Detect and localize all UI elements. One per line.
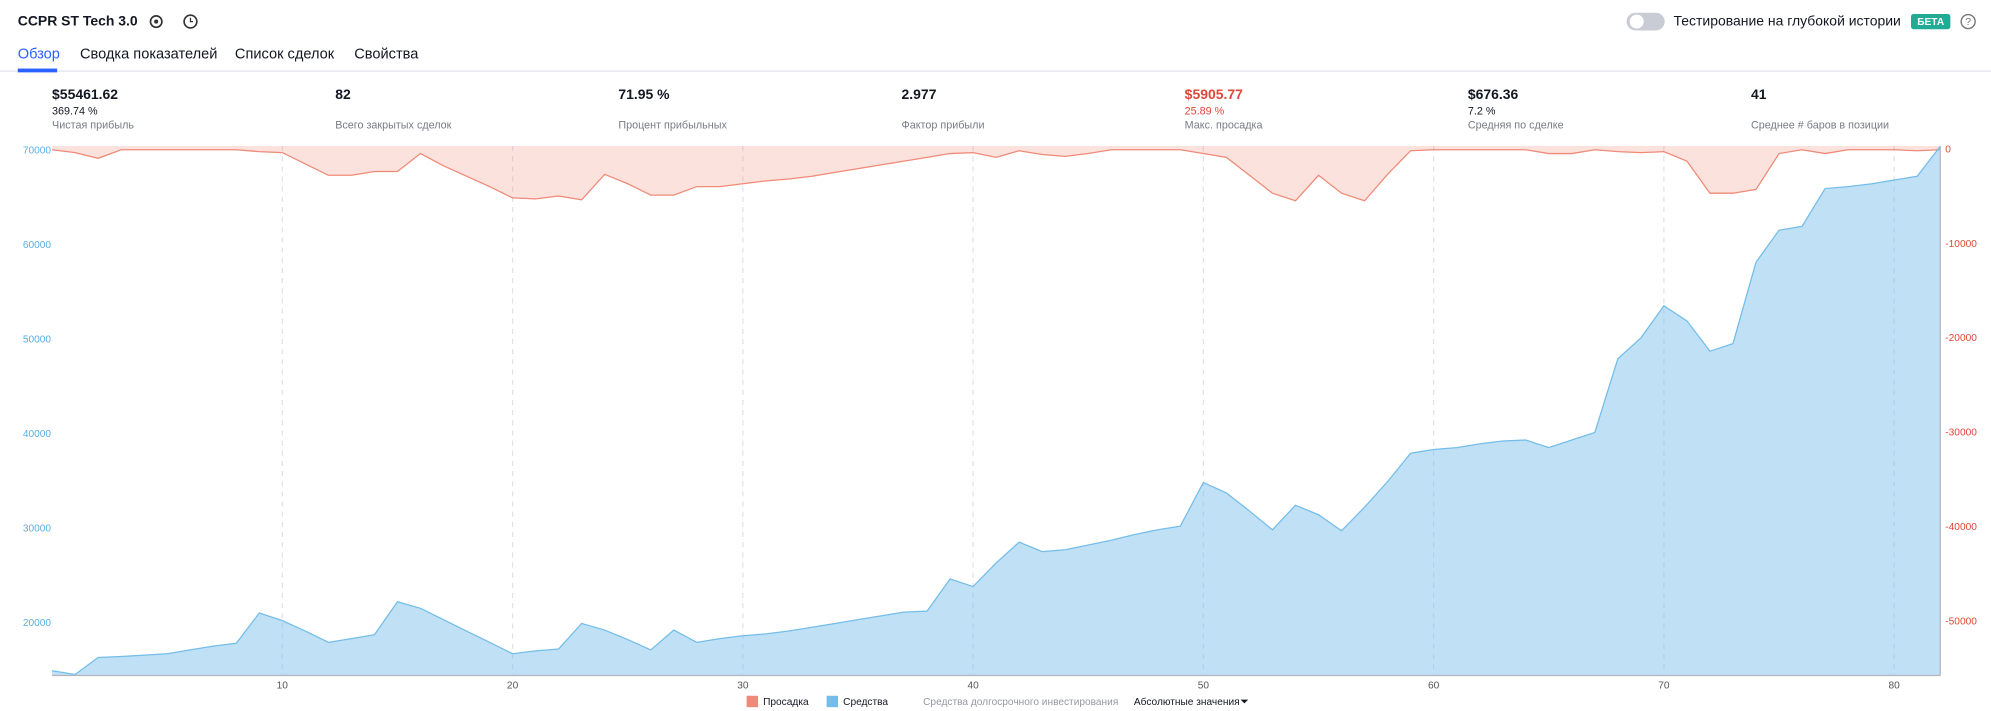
y2-tick-label: -10000: [1945, 239, 1977, 250]
svg-text:?: ?: [1965, 17, 1971, 28]
tab[interactable]: Обзор: [18, 46, 60, 62]
x-tick-label: 60: [1428, 680, 1440, 691]
y2-tick-label: -30000: [1945, 428, 1977, 439]
strategy-title: CCPR ST Tech 3.0: [18, 12, 138, 28]
y2-tick-label: -20000: [1945, 333, 1977, 344]
y2-tick-label: 0: [1945, 144, 1951, 155]
stat-value: 82: [335, 86, 351, 102]
stat-value: $5905.77: [1185, 86, 1243, 102]
legend-label[interactable]: Средства: [843, 697, 888, 708]
y-tick-label: 50000: [23, 335, 52, 346]
tab[interactable]: Сводка показателей: [80, 46, 217, 62]
stat-label: Чистая прибыль: [52, 120, 134, 132]
y-tick-label: 30000: [23, 524, 52, 535]
help-icon[interactable]: ?: [1960, 13, 1976, 30]
stat-sub: 369.74 %: [52, 106, 98, 118]
y-tick-label: 60000: [23, 240, 52, 251]
stat-label: Процент прибыльных: [618, 120, 727, 132]
y2-tick-label: -40000: [1945, 522, 1977, 533]
y-tick-label: 20000: [23, 618, 52, 629]
legend-extra[interactable]: Средства долгосрочного инвестирования: [923, 697, 1118, 708]
x-tick-label: 50: [1198, 680, 1210, 691]
x-tick-label: 30: [737, 680, 749, 691]
stat-label: Фактор прибыли: [902, 120, 985, 132]
x-tick-label: 10: [277, 680, 289, 691]
stat-label: Всего закрытых сделок: [335, 120, 451, 132]
area-line: [51, 145, 1941, 676]
x-tick-label: 80: [1889, 680, 1901, 691]
toggle-label: Тестирование на глубокой истории: [1674, 12, 1901, 28]
toggle-knob: [1629, 14, 1644, 29]
area-fill: [52, 146, 1941, 201]
x-tick-label: 70: [1658, 680, 1670, 691]
stat-label: Среднее # баров в позиции: [1751, 120, 1889, 132]
stat-label: Макс. просадка: [1185, 120, 1263, 132]
legend-swatch: [826, 695, 839, 708]
stat-value: 71.95 %: [618, 86, 670, 102]
stat-value: $55461.62: [52, 86, 118, 102]
stat-value: $676.36: [1468, 86, 1519, 102]
scale-mode[interactable]: Абсолютные значения: [1134, 696, 1240, 708]
badge-bg: [1911, 13, 1951, 30]
active-tab-underline: [17, 68, 58, 73]
x-tick-label: 20: [507, 680, 519, 691]
y-tick-label: 70000: [23, 145, 52, 156]
stat-value: 41: [1751, 86, 1767, 102]
stat-sub: 25.89 %: [1185, 106, 1225, 118]
legend-swatch: [746, 695, 759, 708]
stat-label: Средняя по сделке: [1468, 120, 1564, 132]
x-tick-label: 40: [967, 680, 979, 691]
stat-sub: 7.2 %: [1468, 106, 1496, 118]
area-line: [51, 149, 1941, 202]
tab[interactable]: Свойства: [354, 46, 419, 62]
scale-caret: [1240, 699, 1249, 704]
badge: БЕТА: [1917, 17, 1945, 28]
y2-tick-label: -50000: [1945, 616, 1977, 627]
y-tick-label: 40000: [23, 429, 52, 440]
stat-value: 2.977: [902, 86, 937, 102]
tab[interactable]: Список сделок: [235, 46, 335, 62]
alert-icon[interactable]: [183, 14, 198, 29]
settings-icon[interactable]: [149, 15, 163, 29]
legend-label[interactable]: Просадка: [763, 697, 809, 708]
area-fill: [52, 146, 1941, 676]
